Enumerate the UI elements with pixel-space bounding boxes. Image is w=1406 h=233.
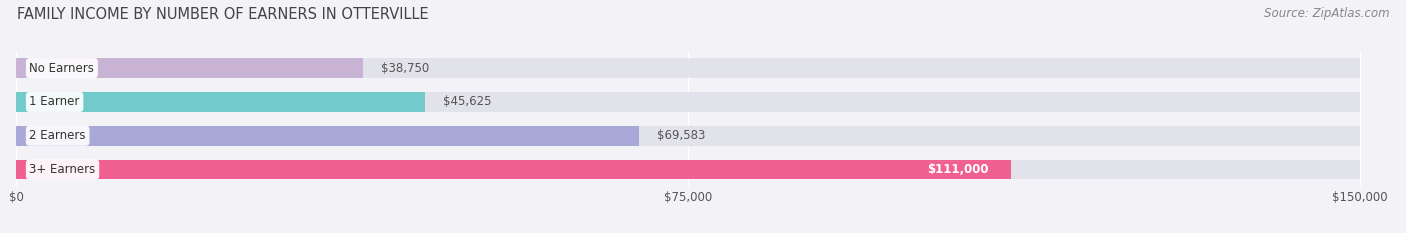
Text: $45,625: $45,625 xyxy=(443,96,491,108)
Text: $69,583: $69,583 xyxy=(658,129,706,142)
Text: FAMILY INCOME BY NUMBER OF EARNERS IN OTTERVILLE: FAMILY INCOME BY NUMBER OF EARNERS IN OT… xyxy=(17,7,429,22)
Bar xyxy=(15,92,1360,112)
Text: No Earners: No Earners xyxy=(30,62,94,75)
Text: 1 Earner: 1 Earner xyxy=(30,96,80,108)
Bar xyxy=(15,58,1360,78)
Bar xyxy=(15,58,363,78)
Text: $38,750: $38,750 xyxy=(381,62,429,75)
Bar xyxy=(15,160,1011,179)
Text: $111,000: $111,000 xyxy=(927,163,988,176)
Bar xyxy=(15,160,1360,179)
Bar xyxy=(15,126,1360,146)
Text: Source: ZipAtlas.com: Source: ZipAtlas.com xyxy=(1264,7,1389,20)
Text: 3+ Earners: 3+ Earners xyxy=(30,163,96,176)
Bar xyxy=(15,126,640,146)
Bar xyxy=(15,92,425,112)
Text: 2 Earners: 2 Earners xyxy=(30,129,86,142)
